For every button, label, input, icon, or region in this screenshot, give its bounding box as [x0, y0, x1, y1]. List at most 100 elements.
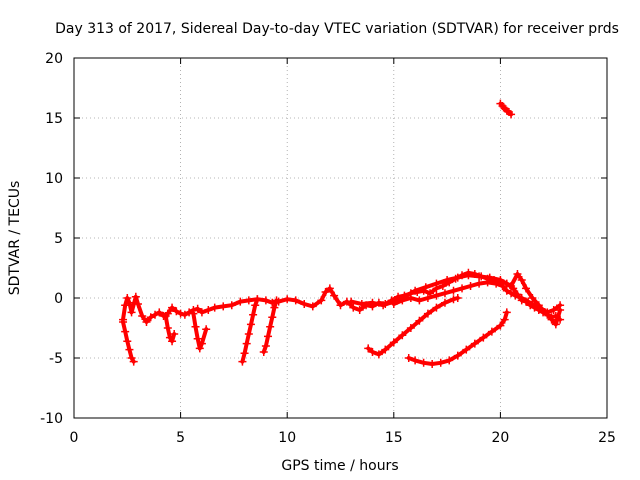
data-point: [347, 297, 356, 306]
series-dip-b: [161, 312, 179, 346]
data-point: [453, 294, 462, 302]
data-point: [219, 302, 228, 311]
data-point: [415, 296, 424, 305]
series-outlier: [496, 99, 516, 119]
data-point: [176, 309, 185, 318]
data-point: [379, 301, 388, 310]
data-point: [236, 297, 245, 306]
data-point: [210, 303, 219, 312]
data-point: [291, 296, 300, 305]
data-point: [240, 349, 249, 358]
data-point: [502, 308, 511, 317]
data-point: [191, 322, 200, 331]
data-point: [389, 297, 398, 306]
data-point: [470, 339, 479, 348]
data-point: [202, 325, 211, 334]
data-point: [389, 338, 398, 347]
data-point: [155, 308, 164, 317]
data-point: [440, 298, 449, 307]
data-point: [449, 295, 458, 304]
data-point: [244, 296, 253, 305]
data-point: [357, 300, 366, 308]
y-tick-label: -5: [49, 351, 63, 367]
data-point: [270, 303, 279, 312]
data-point: [170, 330, 179, 338]
data-point: [133, 300, 142, 308]
data-point: [507, 289, 516, 298]
data-point: [511, 291, 520, 300]
data-point: [172, 307, 181, 316]
data-point: [483, 278, 492, 287]
data-point: [308, 302, 317, 311]
x-tick-label: 25: [598, 430, 616, 446]
data-point: [436, 358, 445, 367]
data-point: [129, 357, 138, 366]
data-point: [507, 282, 516, 290]
data-point: [193, 304, 202, 313]
data-point: [524, 297, 533, 306]
data-point: [513, 270, 522, 278]
data-point: [432, 303, 441, 312]
data-point: [121, 327, 130, 336]
data-point: [517, 294, 526, 302]
data-point: [127, 308, 136, 317]
data-point: [485, 273, 494, 282]
data-point: [458, 284, 467, 293]
data-point: [253, 295, 262, 304]
y-axis-label: SDTVAR / TECUs: [7, 181, 23, 296]
x-tick-label: 15: [385, 430, 403, 446]
data-point: [242, 339, 251, 348]
data-point: [421, 283, 430, 292]
data-point: [368, 298, 377, 307]
data-point: [551, 320, 560, 329]
data-point: [453, 273, 462, 282]
data-point: [189, 309, 198, 318]
series-upper-third: [347, 270, 565, 329]
data-point: [479, 333, 488, 342]
data-point: [411, 356, 420, 365]
data-point: [423, 294, 432, 302]
series-dip-c: [189, 309, 211, 353]
data-point: [249, 310, 258, 319]
data-point: [193, 334, 202, 343]
data-point: [119, 318, 128, 326]
data-point: [168, 303, 177, 312]
data-point: [400, 292, 409, 301]
y-tick-label: 5: [54, 231, 63, 247]
data-point: [475, 279, 484, 288]
data-point: [204, 306, 213, 314]
data-point: [180, 310, 189, 319]
data-point: [195, 344, 204, 353]
data-point: [163, 324, 172, 332]
data-point: [500, 315, 509, 324]
y-tick-label: 15: [45, 111, 63, 127]
data-point: [336, 301, 345, 310]
data-point: [121, 301, 130, 310]
y-axis: -10 -5 0 5 10 15 20: [40, 51, 607, 427]
data-point: [317, 296, 326, 305]
data-point: [475, 272, 484, 281]
data-point: [521, 284, 530, 293]
data-point: [487, 327, 496, 336]
data-point: [547, 315, 556, 324]
data-point: [142, 318, 151, 326]
data-point: [411, 286, 420, 295]
data-point: [283, 295, 292, 304]
data-point: [432, 279, 441, 288]
x-axis: 0 5 10 15 20 25: [70, 58, 616, 446]
data-point: [428, 360, 437, 368]
data-point: [185, 308, 194, 317]
data-point: [381, 345, 390, 354]
data-point: [146, 313, 155, 322]
data-point: [517, 276, 526, 284]
data-point: [264, 332, 273, 341]
series-dip-e: [259, 296, 281, 356]
data-point: [404, 354, 413, 362]
y-tick-label: 10: [45, 171, 63, 187]
x-tick-label: 10: [278, 430, 296, 446]
data-point: [419, 358, 428, 367]
data-point: [123, 294, 132, 302]
chart-title: Day 313 of 2017, Sidereal Day-to-day VTE…: [55, 21, 619, 37]
data-point: [125, 298, 134, 307]
